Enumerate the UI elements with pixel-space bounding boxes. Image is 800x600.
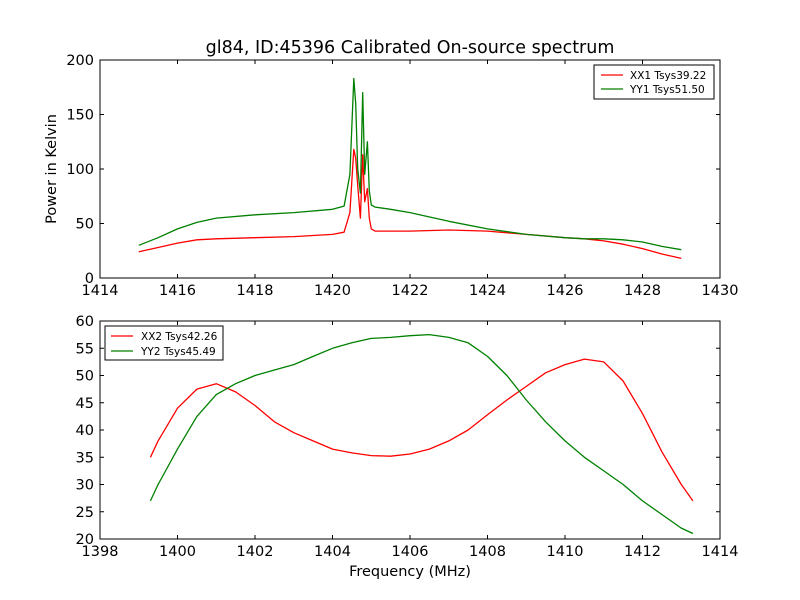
bottom-y-tick-label: 35 bbox=[76, 450, 94, 466]
top-y-tick-label: 0 bbox=[85, 271, 94, 287]
top-x-tick-label: 1414 bbox=[82, 283, 119, 299]
bottom-y-tick-label: 55 bbox=[76, 341, 94, 357]
top-legend-box bbox=[593, 64, 715, 100]
bottom-series-group bbox=[149, 333, 694, 535]
bottom-x-tick-label: 1402 bbox=[237, 544, 274, 560]
bottom-legend: XX2 Tsys42.26 YY2 Tsys45.49 bbox=[104, 325, 224, 361]
bottom-x-tick-label: 1412 bbox=[624, 544, 661, 560]
bottom-x-axis-label: Frequency (MHz) bbox=[349, 564, 471, 580]
top-x-tick-label: 1418 bbox=[237, 283, 274, 299]
bottom-y-tick-label: 40 bbox=[76, 423, 94, 439]
top-series-group bbox=[138, 77, 682, 260]
bottom-y-tick-label: 25 bbox=[76, 505, 94, 521]
top-series-line-2 bbox=[138, 77, 682, 251]
bottom-x-tick-label: 1414 bbox=[702, 544, 739, 560]
top-y-tick-label: 50 bbox=[76, 217, 94, 233]
legend-label-yy2: YY2 Tsys45.49 bbox=[140, 346, 216, 358]
bottom-x-tick-label: 1398 bbox=[82, 544, 119, 560]
top-y-tick-label: 200 bbox=[66, 53, 94, 69]
top-x-tick-label: 1428 bbox=[624, 283, 661, 299]
bottom-x-tick-label: 1404 bbox=[314, 544, 351, 560]
top-x-tick-label: 1426 bbox=[547, 283, 584, 299]
legend-label-xx2: XX2 Tsys42.26 bbox=[141, 331, 218, 343]
bottom-series-line-2 bbox=[149, 333, 694, 535]
top-y-axis-label: Power in Kelvin bbox=[44, 114, 60, 224]
top-chart-title: gl84, ID:45396 Calibrated On-source spec… bbox=[206, 38, 615, 58]
top-x-tick-label: 1430 bbox=[702, 283, 739, 299]
bottom-plot: Frequency (MHz) 1398 1400 1402 1404 1406 1408… bbox=[76, 314, 739, 580]
bottom-legend-box bbox=[104, 325, 224, 361]
bottom-x-tick-label: 1408 bbox=[469, 544, 506, 560]
bottom-x-tick-label: 1400 bbox=[159, 544, 196, 560]
bottom-y-tick-label: 20 bbox=[76, 532, 94, 548]
top-x-tick-label: 1424 bbox=[469, 283, 506, 299]
bottom-series-line-1 bbox=[149, 358, 694, 502]
bottom-y-tick-label: 30 bbox=[76, 478, 94, 494]
bottom-y-tick-label: 60 bbox=[76, 314, 94, 330]
legend-label-xx1: XX1 Tsys39.22 bbox=[630, 70, 706, 82]
top-x-tick-label: 1416 bbox=[159, 283, 196, 299]
top-ticks-group: 1414 1416 1418 1420 1422 1424 1426 1428 1430 0 50 1… bbox=[66, 53, 738, 299]
bottom-ticks-group: 1398 1400 1402 1404 1406 1408 1410 1412 1414 20 25… bbox=[76, 314, 739, 560]
bottom-y-tick-label: 50 bbox=[76, 369, 94, 385]
top-y-tick-label: 100 bbox=[66, 162, 94, 178]
top-x-tick-label: 1420 bbox=[314, 283, 351, 299]
top-plot: gl84, ID:45396 Calibrated On-source spec… bbox=[44, 38, 738, 299]
top-legend: XX1 Tsys39.22 YY1 Tsys51.50 bbox=[593, 64, 715, 100]
bottom-y-tick-label: 45 bbox=[76, 396, 94, 412]
bottom-x-tick-label: 1410 bbox=[547, 544, 584, 560]
bottom-x-tick-label: 1406 bbox=[392, 544, 429, 560]
top-y-tick-label: 150 bbox=[66, 108, 94, 124]
top-x-tick-label: 1422 bbox=[392, 283, 429, 299]
legend-label-yy1: YY1 Tsys51.50 bbox=[629, 84, 705, 96]
